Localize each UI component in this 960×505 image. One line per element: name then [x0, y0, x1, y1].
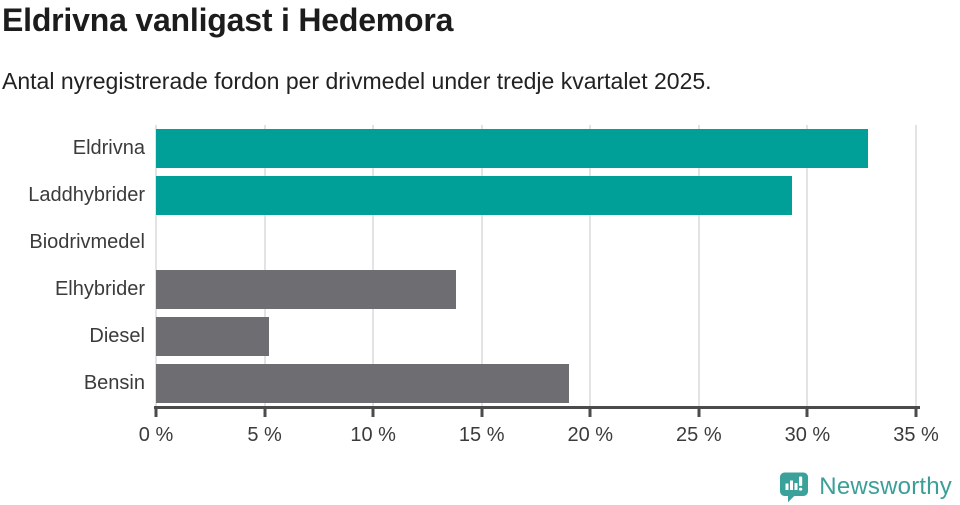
plot-area [155, 125, 917, 407]
x-axis-line [154, 406, 920, 409]
bar-eldrivna [156, 129, 869, 168]
newsworthy-logo[interactable]: Newsworthy [778, 470, 952, 503]
x-axis-tick-25 [697, 409, 701, 417]
category-label-column: Eldrivna Laddhybrider Biodrivmedel Elhybrid… [0, 125, 145, 407]
bar-row [156, 125, 916, 172]
newsworthy-logo-text: Newsworthy [819, 472, 952, 500]
x-tick-label-30: 30 % [784, 424, 831, 446]
newsworthy-chart-bubble-icon [780, 472, 809, 503]
bar-laddhybrider [156, 176, 793, 215]
bar-bensin [156, 364, 569, 403]
x-tick-label-0: 0 % [138, 424, 174, 446]
bar-row [156, 266, 916, 313]
category-label-eldrivna: Eldrivna [72, 137, 145, 159]
bar-row [156, 219, 916, 266]
bar-diesel [156, 317, 269, 356]
gridline-35 [915, 125, 917, 407]
gridline-15 [480, 125, 483, 407]
category-label-biodrivmedel: Biodrivmedel [29, 231, 145, 253]
gridline-25 [697, 125, 700, 407]
x-axis-tick-0 [154, 409, 158, 417]
bar-row [156, 313, 916, 360]
x-axis-tick-30 [805, 409, 809, 417]
gridline-10 [372, 125, 375, 407]
x-tick-label-20: 20 % [567, 424, 614, 446]
chart-subtitle: Antal nyregistrerade fordon per drivmede… [2, 68, 712, 94]
x-tick-label-25: 25 % [676, 424, 722, 446]
x-tick-label-10: 10 % [350, 424, 396, 446]
x-axis-tick-35 [914, 409, 918, 417]
category-label-diesel: Diesel [89, 325, 145, 347]
x-tick-label-15: 15 % [458, 424, 505, 446]
x-axis-tick-15 [480, 409, 484, 417]
gridline-5 [263, 125, 266, 407]
bar-elhybrider [156, 270, 456, 309]
gridline-30 [806, 125, 809, 407]
x-tick-label-35: 35 % [893, 424, 939, 446]
x-axis-tick-20 [588, 409, 592, 417]
bar-row [156, 360, 916, 407]
gridline-0 [155, 125, 157, 407]
category-label-laddhybrider: Laddhybrider [28, 184, 145, 206]
chart-title: Eldrivna vanligast i Hedemora [2, 2, 454, 38]
bar-row [156, 172, 916, 219]
gridline-20 [589, 125, 592, 407]
x-tick-label-5: 5 % [247, 424, 282, 446]
x-axis-tick-10 [371, 409, 375, 417]
category-label-bensin: Bensin [83, 372, 145, 394]
category-label-elhybrider: Elhybrider [54, 278, 145, 300]
x-axis-tick-5 [263, 409, 267, 417]
